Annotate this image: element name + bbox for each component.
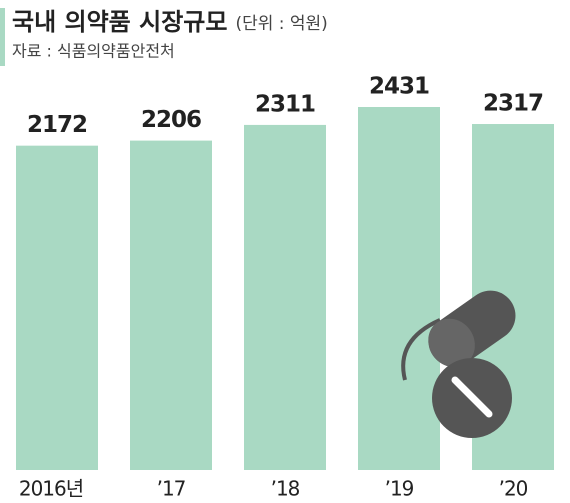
chart-subtitle: (단위 : 억원) xyxy=(235,14,327,34)
value-label: 2206 xyxy=(141,107,201,133)
bar xyxy=(16,145,98,471)
bar xyxy=(358,107,440,470)
value-label: 2317 xyxy=(483,91,543,117)
x-tick-label: ’18 xyxy=(271,477,300,501)
x-tick-label: ’20 xyxy=(499,477,528,501)
value-label: 2172 xyxy=(27,112,87,138)
x-tick-label: ’19 xyxy=(385,477,414,501)
value-label: 2431 xyxy=(369,74,429,100)
x-tick-label: ’17 xyxy=(157,477,186,501)
plot: 2172 2016년 2206 ’17 2311 ’18 2431 ’19 2317 ’20 xyxy=(16,74,554,501)
chart-source: 자료 : 식품의약품안전처 xyxy=(12,42,175,61)
x-tick-label: 2016년 xyxy=(19,477,83,501)
bar xyxy=(244,124,326,470)
value-label: 2311 xyxy=(255,91,315,117)
chart-title: 국내 의약품 시장규모 xyxy=(12,8,227,36)
bar xyxy=(130,140,212,470)
pill-icon xyxy=(401,290,516,438)
accent-bar xyxy=(0,8,5,66)
